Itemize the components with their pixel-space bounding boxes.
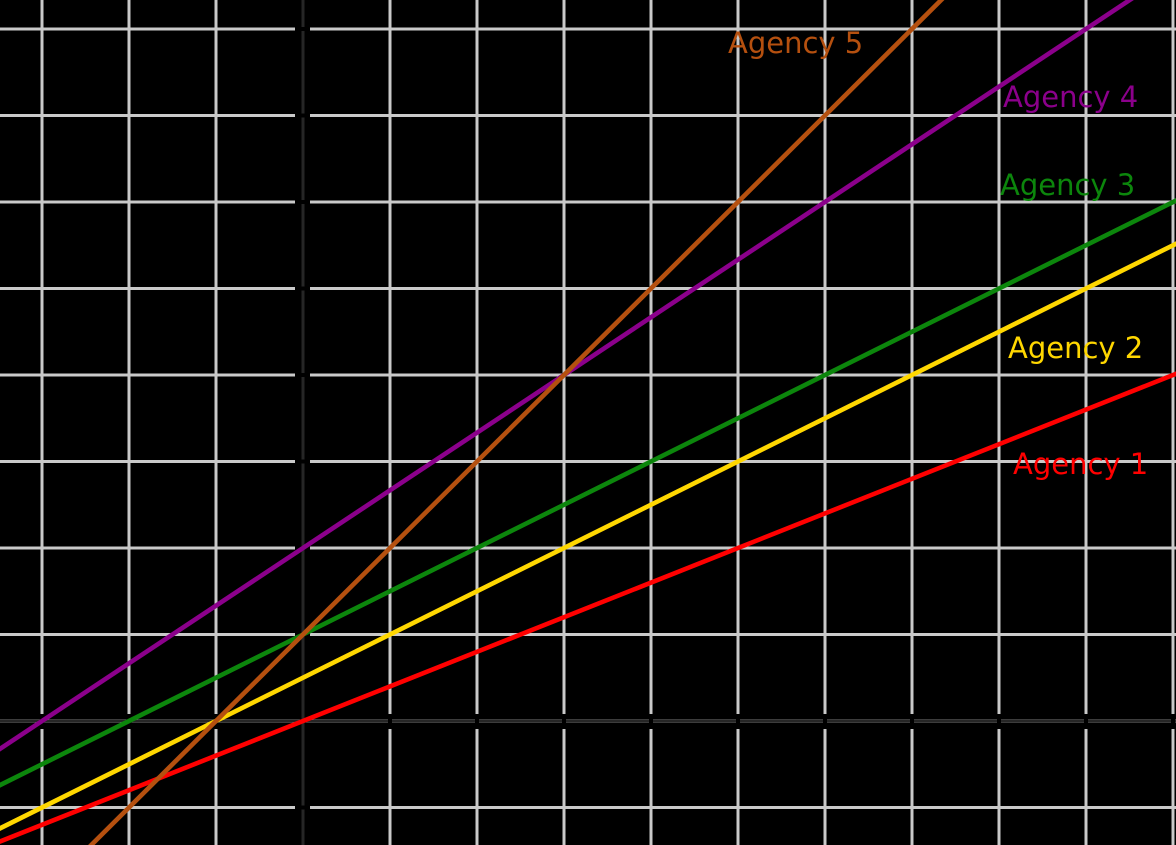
series-label-agency-4: Agency 4 [1003, 80, 1138, 114]
series-label-agency-2: Agency 2 [1008, 331, 1143, 365]
series-label-agency-5: Agency 5 [728, 26, 863, 60]
series-line-agency-1 [0, 371, 1176, 844]
series-line-agency-3 [0, 197, 1176, 788]
series-label-agency-1: Agency 1 [1013, 447, 1148, 481]
series-label-agency-3: Agency 3 [1000, 168, 1135, 202]
series-line-agency-4 [0, 0, 1134, 752]
series-line-agency-2 [0, 241, 1176, 831]
